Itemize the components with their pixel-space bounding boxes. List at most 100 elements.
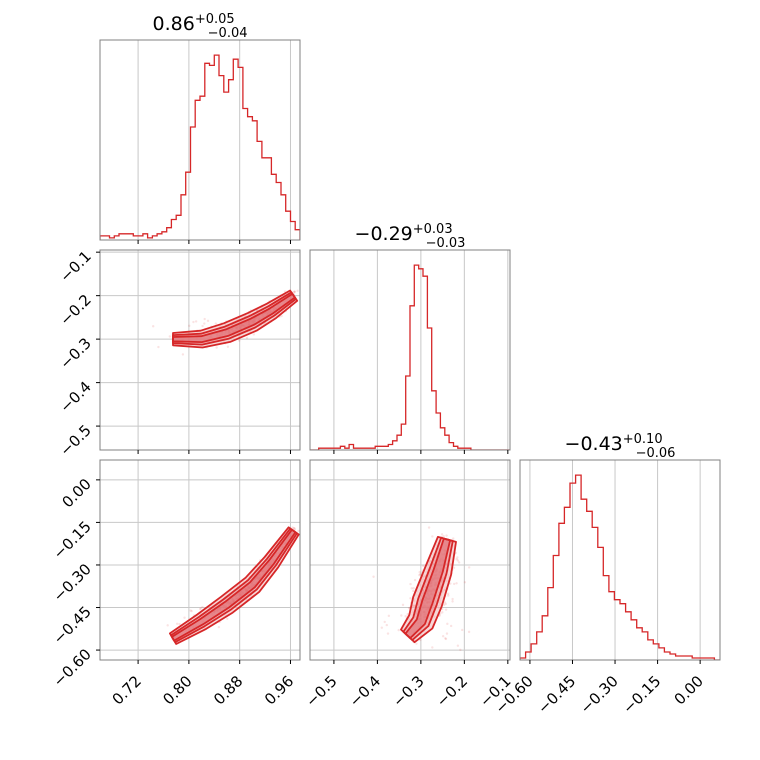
panel-bg-0-0 (100, 40, 300, 240)
sample-point (431, 535, 434, 538)
x-tick-label-2-4: 0.00 (671, 672, 707, 708)
sample-point (175, 622, 179, 626)
contour-level-2 (172, 293, 296, 343)
sample-point (387, 614, 391, 618)
y-tick-label-2-3: −0.15 (50, 518, 95, 563)
sample-point (440, 533, 444, 536)
title-median-1: 0.86 (153, 13, 195, 35)
sample-point (194, 320, 198, 323)
sample-point (192, 320, 195, 324)
sample-point (245, 336, 249, 340)
sample-point (451, 597, 454, 601)
x-tick-label-0-3: 0.96 (261, 672, 297, 708)
sample-point (410, 587, 413, 590)
sample-point (400, 614, 403, 617)
sample-point (456, 644, 460, 647)
x-tick-label-0-0: 0.72 (109, 672, 145, 708)
sample-point (447, 594, 450, 597)
sample-point (404, 614, 407, 618)
sample-point (412, 587, 415, 590)
pair-panel-1-0 (151, 289, 299, 356)
sample-point (422, 564, 425, 568)
sample-point (444, 637, 448, 641)
panel-bg-2-2 (520, 460, 720, 660)
title-median-2: −0.29 (355, 223, 413, 245)
y-tick-label-2-1: −0.45 (50, 603, 95, 648)
title-param-1: 0.86+0.05 −0.04 (153, 12, 248, 41)
histogram-step-0 (100, 54, 300, 240)
sample-point (297, 529, 300, 533)
panel-border-2-0 (99, 459, 301, 661)
sample-point (443, 601, 447, 604)
pair-panel-2-1 (372, 526, 471, 652)
panel-border-1-0 (99, 249, 301, 451)
y-tick-label-1-3: −0.2 (56, 291, 94, 329)
sample-point (447, 592, 450, 595)
sample-point (226, 617, 229, 620)
sample-point (406, 613, 409, 616)
sample-point (293, 528, 297, 531)
sample-point (203, 317, 206, 321)
y-tick-label-1-1: −0.4 (56, 378, 94, 416)
sample-point (386, 632, 390, 635)
panel-border-2-1 (309, 459, 511, 661)
sample-point (452, 582, 456, 586)
sample-point (455, 582, 458, 585)
sample-point (293, 290, 296, 293)
sample-point (401, 603, 405, 607)
sample-point (199, 607, 203, 610)
sample-point (292, 526, 296, 530)
title-plus-3: +0.10 (623, 432, 663, 447)
contour-level-1 (402, 536, 454, 641)
sample-point (442, 534, 445, 538)
plot-layer: 0.72 0.80 0.88 0.96 −0.5 −0.4 −0.3 −0.2 −0.1−0.6… (50, 39, 721, 717)
sample-point (438, 614, 441, 617)
y-tick-label-2-2: −0.30 (50, 560, 95, 605)
sample-point (215, 346, 218, 349)
sample-point (183, 616, 186, 619)
sample-point (452, 566, 456, 569)
panel-bg-1-0 (100, 250, 300, 450)
sample-point (296, 289, 299, 293)
sample-point (252, 333, 256, 336)
x-tick-label-1-2: −0.3 (389, 672, 427, 710)
sample-point (467, 630, 471, 634)
sample-point (427, 526, 431, 529)
hist-panel-2 (520, 474, 720, 660)
sample-point (293, 291, 296, 294)
pair-panel-2-0 (166, 526, 300, 645)
title-minus-3: −0.06 (636, 446, 676, 461)
x-tick-label-1-3: −0.2 (433, 672, 471, 710)
sample-point (157, 345, 160, 349)
y-tick-label-1-4: −0.1 (56, 247, 94, 285)
sample-point (442, 603, 446, 607)
hist-panel-0 (100, 54, 300, 240)
contour-level-2 (171, 528, 297, 642)
title-median-3: −0.43 (565, 433, 623, 455)
title-plus-1: +0.05 (195, 12, 235, 27)
title-param-3: −0.43+0.10 −0.06 (565, 432, 676, 461)
sample-point (280, 314, 283, 318)
sample-point (461, 628, 464, 632)
sample-point (415, 642, 418, 645)
sample-point (445, 632, 449, 635)
hist-panel-1 (310, 264, 510, 450)
sample-point (449, 582, 452, 585)
sample-point (444, 637, 447, 640)
sample-point (166, 624, 169, 627)
sample-point (412, 589, 415, 593)
sample-point (293, 290, 297, 293)
histogram-step-1 (310, 264, 510, 450)
sample-point (217, 625, 221, 629)
sample-point (168, 335, 172, 338)
x-tick-label-2-3: −0.15 (619, 672, 664, 717)
sample-point (418, 573, 421, 577)
sample-point (467, 566, 471, 569)
contour-level-0 (400, 536, 457, 644)
sample-point (444, 608, 448, 611)
sample-point (189, 609, 192, 612)
title-minus-2: −0.03 (426, 236, 466, 251)
y-tick-label-2-4: 0.00 (58, 475, 94, 511)
sample-point (413, 578, 417, 582)
